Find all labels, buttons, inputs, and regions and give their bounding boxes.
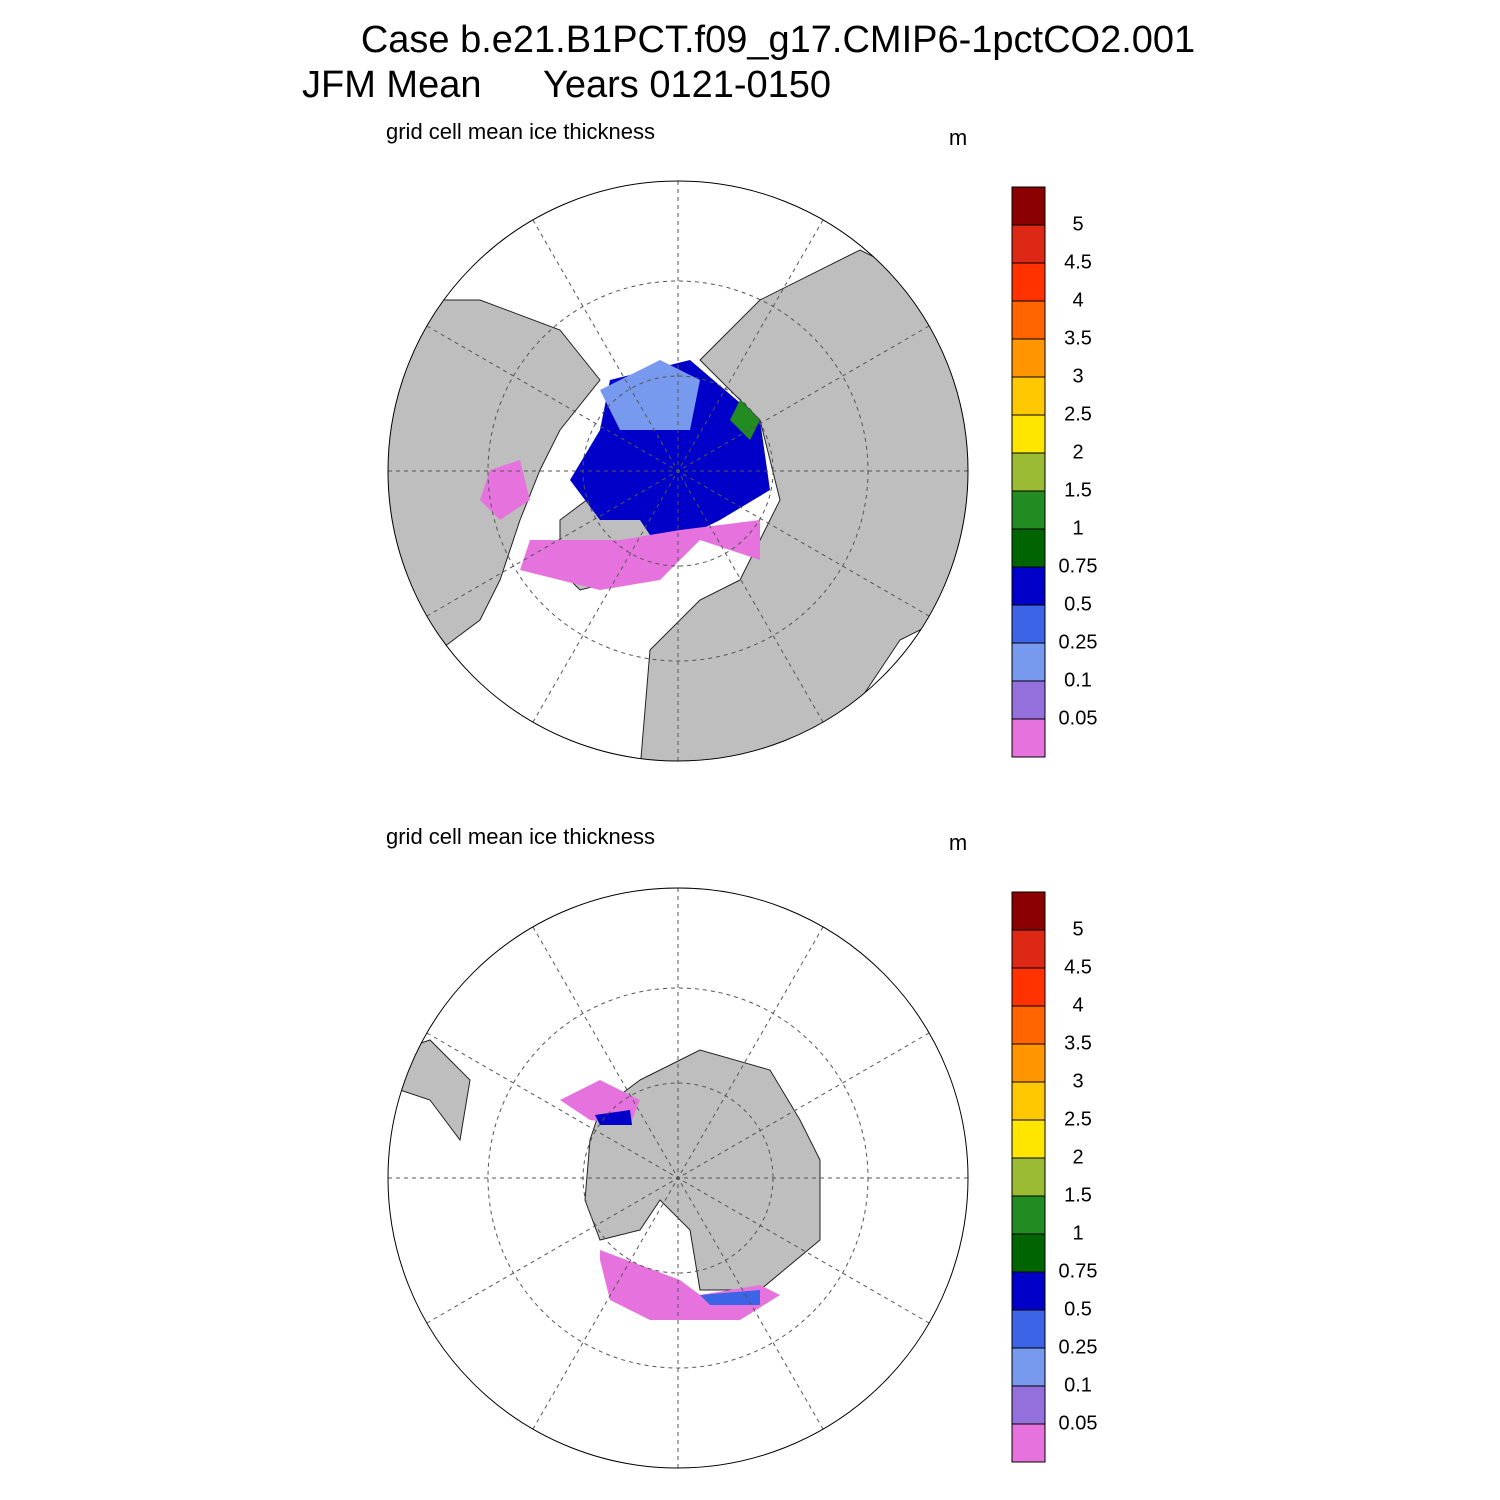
colorbar-label: 0.1 xyxy=(1064,669,1092,691)
colorbar-box xyxy=(1011,1081,1046,1121)
colorbar-label: 3.5 xyxy=(1064,327,1092,349)
colorbar-label: 4.5 xyxy=(1064,251,1092,273)
colorbar-box xyxy=(1011,1043,1046,1083)
colorbar-box xyxy=(1011,186,1046,226)
colorbar-box xyxy=(1011,1309,1046,1349)
colorbar-label: 0.25 xyxy=(1059,1336,1098,1358)
land xyxy=(584,1049,821,1291)
colorbar-label: 1.5 xyxy=(1064,1184,1092,1206)
colorbar-box xyxy=(1011,1157,1046,1197)
colorbar-box xyxy=(1011,300,1046,340)
colorbar-box xyxy=(1011,1385,1046,1425)
colorbar-label: 0.75 xyxy=(1059,555,1098,577)
colorbar-label: 0.5 xyxy=(1064,593,1092,615)
panel-label: grid cell mean ice thickness xyxy=(386,119,655,144)
colorbar-box xyxy=(1011,1347,1046,1387)
colorbar-label: 0.05 xyxy=(1059,707,1098,729)
colorbar-label: 0.5 xyxy=(1064,1298,1092,1320)
colorbar-label: 3.5 xyxy=(1064,1032,1092,1054)
colorbar-label: 4 xyxy=(1072,994,1083,1016)
colorbar-label: 5 xyxy=(1072,918,1083,940)
map-border xyxy=(387,180,969,762)
colorbar-box xyxy=(1011,376,1046,416)
colorbar-label: 0.1 xyxy=(1064,1374,1092,1396)
colorbar-label: 1 xyxy=(1072,517,1083,539)
ice-thin xyxy=(700,1290,760,1305)
colorbar-label: 4.5 xyxy=(1064,956,1092,978)
colorbar-box xyxy=(1011,1233,1046,1273)
graticule xyxy=(388,181,968,761)
colorbar-box xyxy=(1011,528,1046,568)
colorbar-box xyxy=(1011,1195,1046,1235)
ice-edge xyxy=(480,460,530,520)
land xyxy=(399,1039,471,1142)
ice-edge xyxy=(520,520,760,590)
colorbar-label: 0.25 xyxy=(1059,631,1098,653)
colorbar-box xyxy=(1011,604,1046,644)
colorbar-box xyxy=(1011,680,1046,720)
map-border xyxy=(387,887,969,1469)
colorbar-box xyxy=(1011,929,1046,969)
antarctic-map xyxy=(399,1039,821,1320)
title: Case b.e21.B1PCT.f09_g17.CMIP6-1pctCO2.0… xyxy=(361,19,1195,61)
colorbar-box xyxy=(1011,490,1046,530)
colorbar-box xyxy=(1011,1005,1046,1045)
units: m xyxy=(949,830,967,855)
colorbar-box xyxy=(1011,338,1046,378)
arctic-map xyxy=(388,249,968,761)
colorbar-box xyxy=(1011,718,1046,758)
colorbar-box xyxy=(1011,224,1046,264)
ice-thin xyxy=(600,360,700,430)
colorbar-box xyxy=(1011,262,1046,302)
colorbar-label: 2.5 xyxy=(1064,1108,1092,1130)
colorbar-label: 2.5 xyxy=(1064,403,1092,425)
years: Years 0121-0150 xyxy=(543,64,831,106)
colorbar-box xyxy=(1011,1423,1046,1463)
colorbar-label: 3 xyxy=(1072,1070,1083,1092)
graticule xyxy=(388,888,968,1468)
colorbar-box xyxy=(1011,642,1046,682)
colorbar-label: 4 xyxy=(1072,289,1083,311)
panel-label: grid cell mean ice thickness xyxy=(386,824,655,849)
season: JFM Mean xyxy=(302,64,481,106)
colorbar-label: 2 xyxy=(1072,1146,1083,1168)
colorbar-box xyxy=(1011,967,1046,1007)
colorbar-label: 2 xyxy=(1072,441,1083,463)
colorbar-label: 1.5 xyxy=(1064,479,1092,501)
colorbar-box xyxy=(1011,1271,1046,1311)
ice-mid xyxy=(730,400,760,440)
colorbar-box xyxy=(1011,566,1046,606)
colorbar-box xyxy=(1011,1119,1046,1159)
colorbar-label: 0.05 xyxy=(1059,1412,1098,1434)
units: m xyxy=(949,125,967,150)
colorbar-label: 3 xyxy=(1072,365,1083,387)
ice-thick xyxy=(595,1110,632,1125)
colorbar-label: 1 xyxy=(1072,1222,1083,1244)
colorbar-box xyxy=(1011,452,1046,492)
colorbar-box xyxy=(1011,414,1046,454)
colorbar-label: 0.75 xyxy=(1059,1260,1098,1282)
colorbar-box xyxy=(1011,891,1046,931)
colorbar-label: 5 xyxy=(1072,213,1083,235)
